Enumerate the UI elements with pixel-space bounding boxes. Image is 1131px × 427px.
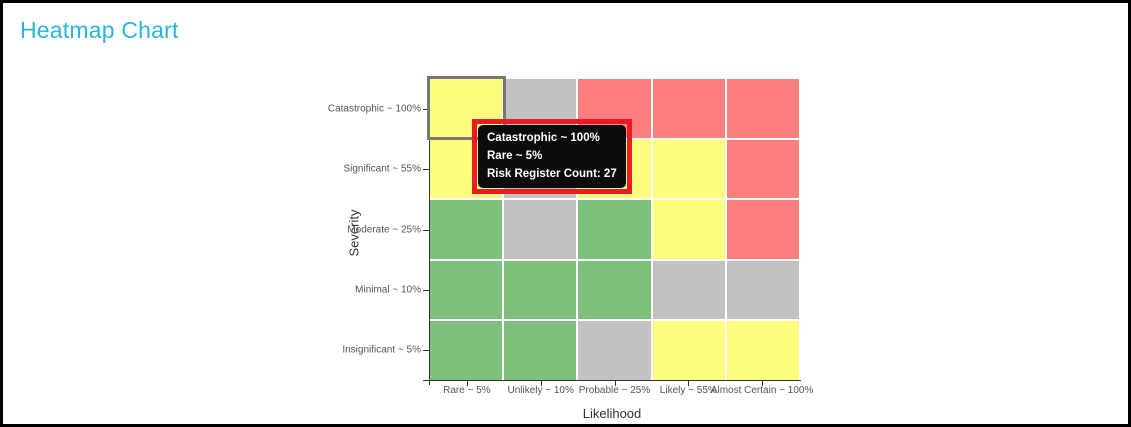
tooltip-count-line: Risk Register Count: 27 — [487, 168, 617, 180]
heatmap-cell[interactable] — [504, 260, 577, 320]
x-axis-line — [423, 380, 801, 381]
x-axis-label: Probable ~ 25% — [578, 385, 651, 396]
tooltip-likelihood-line: Rare ~ 5% — [487, 150, 543, 162]
heatmap-cell[interactable] — [430, 321, 503, 380]
page-title: Heatmap Chart — [20, 17, 179, 43]
x-axis-tick — [688, 381, 690, 386]
y-axis-tick — [423, 169, 429, 171]
x-axis-title: Likelihood — [582, 406, 642, 421]
heatmap-cell[interactable] — [430, 260, 503, 320]
heatmap-cell[interactable] — [578, 260, 651, 320]
heatmap-cell[interactable] — [652, 79, 725, 138]
x-axis-tick — [466, 381, 468, 386]
x-axis-tick — [540, 381, 542, 386]
heatmap-cell[interactable] — [726, 79, 799, 138]
heatmap-cell[interactable] — [504, 200, 577, 259]
x-axis-label: Almost Certain ~ 100% — [710, 385, 814, 396]
y-axis-tick — [423, 289, 429, 291]
tooltip-severity-line: Catastrophic ~ 100% — [487, 132, 600, 144]
y-axis-tick — [423, 109, 429, 111]
x-axis-tick — [614, 381, 616, 386]
y-axis-label: Catastrophic ~ 100% — [327, 103, 421, 115]
y-axis-label: Significant ~ 55% — [343, 163, 421, 175]
heatmap-cell[interactable] — [726, 200, 799, 259]
heatmap-cell[interactable] — [578, 200, 651, 259]
y-axis-label: Moderate ~ 25% — [347, 224, 421, 235]
y-axis-label: Insignificant ~ 5% — [342, 344, 421, 356]
x-axis-label: Likely ~ 55% — [659, 385, 717, 396]
y-axis-tick — [423, 349, 429, 351]
heatmap-cell[interactable] — [726, 139, 799, 199]
heatmap-cell[interactable] — [726, 260, 799, 320]
y-axis-line — [429, 79, 430, 385]
heatmap-cell[interactable] — [652, 139, 725, 199]
heatmap-cell[interactable] — [652, 260, 725, 320]
tooltip: Catastrophic ~ 100% Rare ~ 5% Risk Regis… — [478, 125, 626, 188]
tooltip-highlight-outline: Catastrophic ~ 100% Rare ~ 5% Risk Regis… — [472, 119, 632, 194]
heatmap-cell[interactable] — [652, 321, 725, 380]
heatmap-cell[interactable] — [578, 321, 651, 380]
heatmap-cell[interactable] — [430, 200, 503, 259]
heatmap-cell[interactable] — [726, 321, 799, 380]
heatmap-cell[interactable] — [504, 321, 577, 380]
y-axis-tick — [423, 229, 429, 231]
heatmap-cell[interactable] — [652, 200, 725, 259]
x-axis-tick — [762, 381, 764, 386]
x-axis-label: Rare ~ 5% — [443, 385, 491, 396]
y-axis-label: Minimal ~ 10% — [355, 284, 421, 296]
x-axis-label: Unlikely ~ 10% — [507, 385, 574, 396]
